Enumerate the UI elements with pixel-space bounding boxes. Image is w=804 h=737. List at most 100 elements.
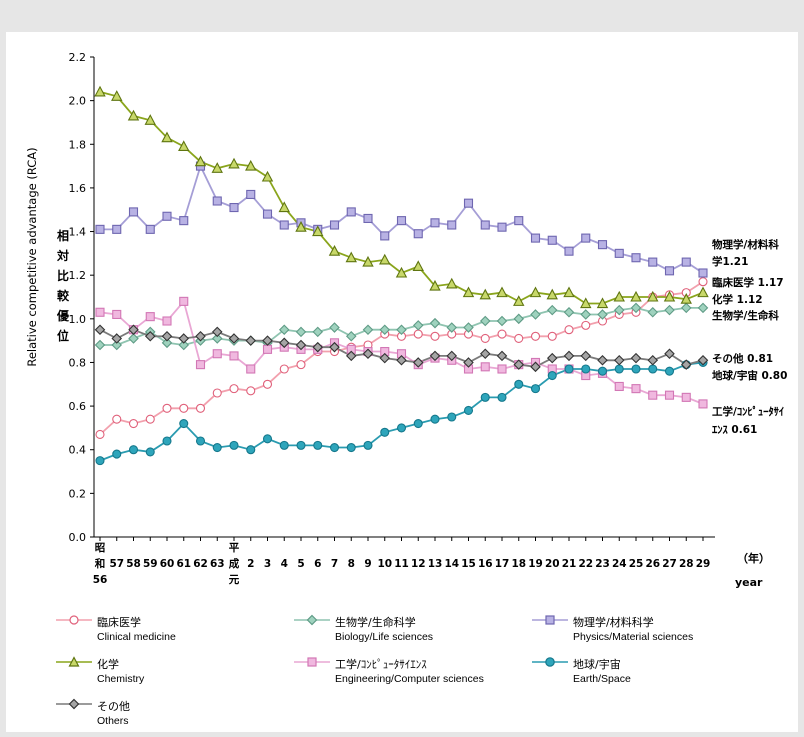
data-point bbox=[229, 202, 239, 213]
x-tick-label: 16 bbox=[478, 558, 493, 570]
series-end-label: 化学 1.12 bbox=[712, 293, 763, 306]
data-point bbox=[497, 222, 507, 232]
data-point bbox=[262, 379, 273, 389]
data-point bbox=[462, 286, 475, 298]
legend-label: 化学 bbox=[97, 658, 119, 671]
data-point bbox=[262, 335, 273, 346]
x-tick-label: 21 bbox=[562, 558, 577, 570]
y-tick-label: 0.0 bbox=[69, 531, 87, 544]
legend-label-en: Biology/Life sciences bbox=[335, 631, 434, 643]
data-point bbox=[631, 364, 641, 374]
data-point bbox=[246, 445, 256, 455]
data-point bbox=[195, 330, 206, 342]
data-point bbox=[681, 257, 691, 267]
data-point bbox=[345, 350, 357, 362]
legend-label-en: Others bbox=[97, 715, 129, 727]
data-point bbox=[413, 329, 423, 339]
data-point bbox=[546, 304, 558, 316]
data-point bbox=[162, 436, 172, 446]
data-point bbox=[313, 440, 323, 450]
x-tick-label: 26 bbox=[645, 558, 660, 570]
series-end-label: 工学/ｺﾝﾋﾟｭｰﾀｻｲ bbox=[712, 405, 784, 418]
legend-label-en: Physics/Material sciences bbox=[573, 631, 694, 643]
x-tick-label: 63 bbox=[210, 558, 225, 570]
data-point bbox=[513, 359, 525, 370]
data-point bbox=[647, 354, 659, 366]
line-chart: 0.00.20.40.60.81.01.21.41.61.82.02.2昭和56… bbox=[25, 51, 787, 589]
data-point bbox=[362, 255, 374, 267]
data-point bbox=[312, 326, 324, 338]
legend-swatch bbox=[56, 656, 92, 667]
y-axis-title-jp: 優 bbox=[56, 308, 70, 323]
data-point bbox=[412, 260, 424, 272]
data-point bbox=[245, 159, 257, 171]
data-point bbox=[614, 364, 624, 374]
data-point bbox=[463, 405, 474, 416]
data-point bbox=[229, 351, 239, 361]
data-point bbox=[430, 414, 440, 424]
x-tick-label: 元 bbox=[229, 574, 240, 586]
data-point bbox=[648, 364, 658, 374]
x-tick-label: 和 bbox=[94, 557, 106, 570]
x-tick-label: 昭 bbox=[95, 542, 106, 554]
data-point bbox=[697, 354, 709, 366]
data-point bbox=[480, 333, 490, 344]
data-point bbox=[529, 286, 542, 298]
data-point bbox=[497, 392, 507, 402]
data-point bbox=[380, 231, 390, 241]
data-point bbox=[278, 201, 290, 213]
data-point bbox=[496, 286, 508, 298]
data-point bbox=[379, 324, 391, 336]
y-axis-title-jp: 対 bbox=[56, 248, 69, 263]
data-point bbox=[413, 418, 423, 429]
data-point bbox=[296, 360, 306, 370]
data-point bbox=[648, 257, 658, 267]
data-point bbox=[329, 322, 340, 333]
data-point bbox=[312, 225, 324, 237]
data-point bbox=[178, 140, 190, 152]
data-point bbox=[664, 348, 675, 360]
y-tick-label: 1.8 bbox=[69, 138, 87, 151]
data-point bbox=[246, 364, 256, 374]
data-point bbox=[496, 315, 508, 327]
data-point bbox=[514, 216, 524, 226]
data-point bbox=[95, 224, 105, 234]
data-point bbox=[430, 331, 440, 341]
x-tick-label: 23 bbox=[595, 558, 610, 570]
data-point bbox=[162, 316, 172, 326]
data-point bbox=[547, 331, 557, 341]
legend-item-others: その他 Others bbox=[54, 698, 294, 732]
data-point bbox=[681, 392, 691, 402]
legend-label-en: Chemistry bbox=[97, 673, 145, 685]
data-point bbox=[262, 344, 273, 354]
data-point bbox=[111, 90, 123, 101]
data-point bbox=[663, 290, 676, 302]
data-point bbox=[447, 412, 457, 422]
data-point bbox=[664, 266, 675, 276]
data-point bbox=[546, 288, 558, 300]
legend-swatch bbox=[56, 698, 92, 710]
data-point bbox=[613, 290, 625, 302]
y-axis-title-jp: 位 bbox=[57, 328, 69, 343]
data-point bbox=[95, 429, 105, 440]
data-point bbox=[631, 253, 641, 263]
data-point bbox=[362, 324, 374, 336]
data-point bbox=[94, 339, 106, 351]
data-point bbox=[162, 211, 172, 221]
data-point bbox=[144, 330, 156, 342]
data-point bbox=[145, 414, 155, 424]
x-tick-label: 2 bbox=[247, 558, 254, 570]
chart-panel: 0.0 0.2 0.4 0.6 0.8 1.0 1.2 1.4 1.6 1.8 2.0 2.2 昭和 56… bbox=[6, 32, 798, 732]
data-point bbox=[362, 348, 374, 360]
data-point bbox=[479, 315, 491, 327]
data-point bbox=[596, 297, 609, 309]
data-point bbox=[94, 324, 106, 336]
data-point bbox=[563, 286, 575, 298]
data-point bbox=[581, 233, 591, 243]
x-tick-label: 9 bbox=[364, 558, 371, 570]
data-point bbox=[212, 388, 222, 398]
data-point bbox=[597, 240, 608, 250]
x-tick-label: 56 bbox=[93, 574, 108, 586]
legend-item-earth-space: 地球/宇宙 Earth/Space bbox=[530, 656, 770, 690]
data-point bbox=[246, 386, 256, 396]
